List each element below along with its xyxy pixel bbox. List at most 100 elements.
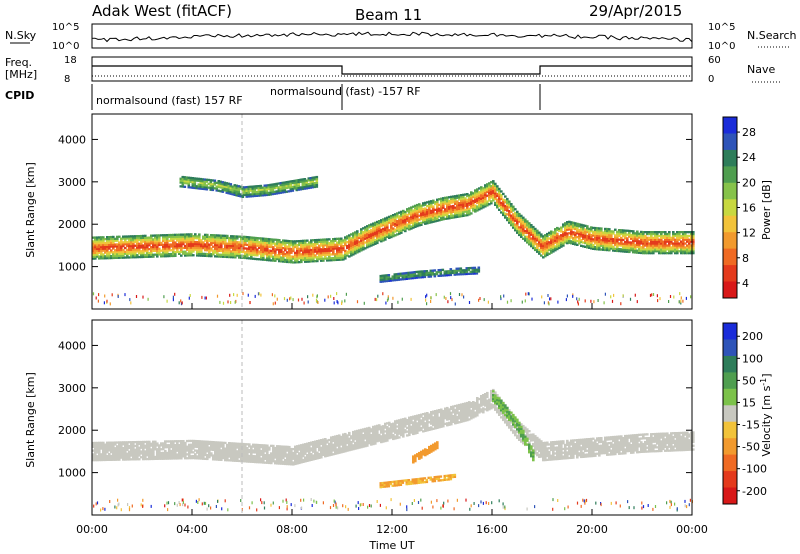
- range-gate-cell: [338, 256, 341, 259]
- range-gate-cell: [232, 442, 235, 445]
- range-gate-cell: [230, 237, 233, 240]
- range-gate-cell: [668, 231, 671, 234]
- range-gate-cell: [208, 440, 211, 444]
- range-gate-cell: [134, 458, 137, 461]
- range-gate-cell: [116, 447, 119, 450]
- range-gate-cell: [249, 189, 253, 192]
- range-gate-cell: [286, 255, 289, 258]
- range-gate-cell: [378, 221, 381, 225]
- range-gate-cell: [502, 211, 505, 215]
- range-gate-cell: [256, 455, 259, 458]
- range-gate-cell: [294, 447, 297, 450]
- range-gate-cell: [208, 450, 211, 453]
- range-gate-cell: [234, 448, 237, 451]
- range-gate-cell: [354, 238, 357, 242]
- range-gate-cell: [156, 247, 159, 250]
- range-gate-cell: [352, 236, 355, 239]
- range-gate-cell: [283, 185, 287, 188]
- range-gate-cell: [336, 249, 339, 252]
- range-gate-cell: [190, 248, 193, 251]
- range-gate-cell: [438, 203, 441, 207]
- range-gate-cell: [324, 240, 327, 243]
- range-gate-cell: [391, 279, 395, 282]
- range-gate-cell: [392, 223, 395, 226]
- range-gate-cell: [534, 248, 537, 252]
- range-gate-cell: [286, 239, 289, 243]
- range-gate-cell: [102, 243, 105, 247]
- range-gate-cell: [170, 233, 173, 237]
- range-gate-cell: [384, 219, 387, 222]
- range-gate-cell: [368, 243, 371, 246]
- range-gate-cell: [208, 446, 211, 449]
- range-gate-cell: [196, 457, 199, 460]
- range-gate-cell: [449, 292, 452, 296]
- range-gate-cell: [527, 292, 529, 296]
- range-gate-cell: [382, 227, 385, 231]
- range-gate-cell: [568, 232, 571, 235]
- range-gate-cell: [396, 225, 399, 228]
- nave-tick-bottom: 0: [708, 74, 714, 85]
- range-gate-cell: [206, 455, 209, 459]
- range-gate-cell: [562, 238, 565, 241]
- range-gate-cell: [674, 238, 677, 241]
- range-gate-cell: [230, 447, 233, 451]
- range-gate-cell: [564, 224, 567, 227]
- range-gate-cell: [244, 254, 247, 258]
- range-gate-cell: [430, 202, 433, 205]
- range-gate-cell: [232, 239, 235, 242]
- range-gate-cell: [446, 211, 449, 214]
- range-gate-cell: [260, 258, 263, 261]
- range-gate-cell: [298, 247, 301, 250]
- range-gate-cell: [194, 235, 197, 238]
- range-gate-cell: [654, 246, 657, 249]
- range-gate-cell: [448, 211, 451, 214]
- range-gate-cell: [220, 249, 223, 253]
- range-gate-cell: [330, 241, 333, 245]
- range-gate-cell: [384, 238, 387, 241]
- range-gate-cell: [100, 236, 103, 239]
- range-gate-cell: [524, 218, 527, 221]
- range-gate-cell: [568, 241, 571, 244]
- range-gate-cell: [590, 235, 593, 239]
- range-gate-cell: [264, 241, 267, 244]
- range-gate-cell: [106, 255, 109, 258]
- range-gate-cell: [220, 236, 223, 239]
- range-gate-cell: [128, 458, 131, 461]
- range-gate-cell: [178, 453, 181, 456]
- range-gate-cell: [241, 188, 245, 191]
- range-gate-cell: [228, 248, 231, 251]
- range-gate-cell: [243, 193, 247, 197]
- range-gate-cell: [221, 183, 225, 186]
- range-gate-cell: [254, 445, 257, 448]
- range-gate-cell: [218, 447, 221, 450]
- range-gate-cell: [112, 447, 115, 450]
- range-gate-cell: [394, 215, 397, 218]
- range-gate-cell: [630, 247, 633, 250]
- range-gate-cell: [494, 190, 497, 193]
- range-gate-cell: [588, 233, 591, 236]
- range-gate-cell: [296, 448, 299, 452]
- range-gate-cell: [201, 185, 205, 189]
- range-gate-cell: [262, 448, 265, 451]
- range-gate-cell: [374, 227, 377, 230]
- range-gate-cell: [466, 206, 469, 209]
- range-gate-cell: [317, 301, 319, 304]
- range-gate-cell: [266, 247, 269, 250]
- range-gate-cell: [94, 457, 97, 460]
- range-gate-cell: [634, 239, 637, 243]
- range-gate-cell: [142, 444, 145, 447]
- range-gate-cell: [290, 242, 293, 245]
- range-gate-cell: [246, 257, 249, 260]
- range-gate-cell: [446, 196, 449, 199]
- range-gate-cell: [201, 187, 205, 190]
- range-gate-cell: [598, 227, 601, 230]
- range-gate-cell: [376, 241, 379, 245]
- range-gate-cell: [305, 185, 309, 188]
- range-gate-cell: [190, 451, 193, 454]
- range-gate-cell: [626, 241, 629, 244]
- range-gate-cell: [680, 296, 682, 300]
- range-gate-cell: [265, 186, 269, 189]
- range-gate-cell: [248, 443, 251, 446]
- range-gate-cell: [582, 245, 585, 248]
- range-gate-cell: [403, 272, 407, 275]
